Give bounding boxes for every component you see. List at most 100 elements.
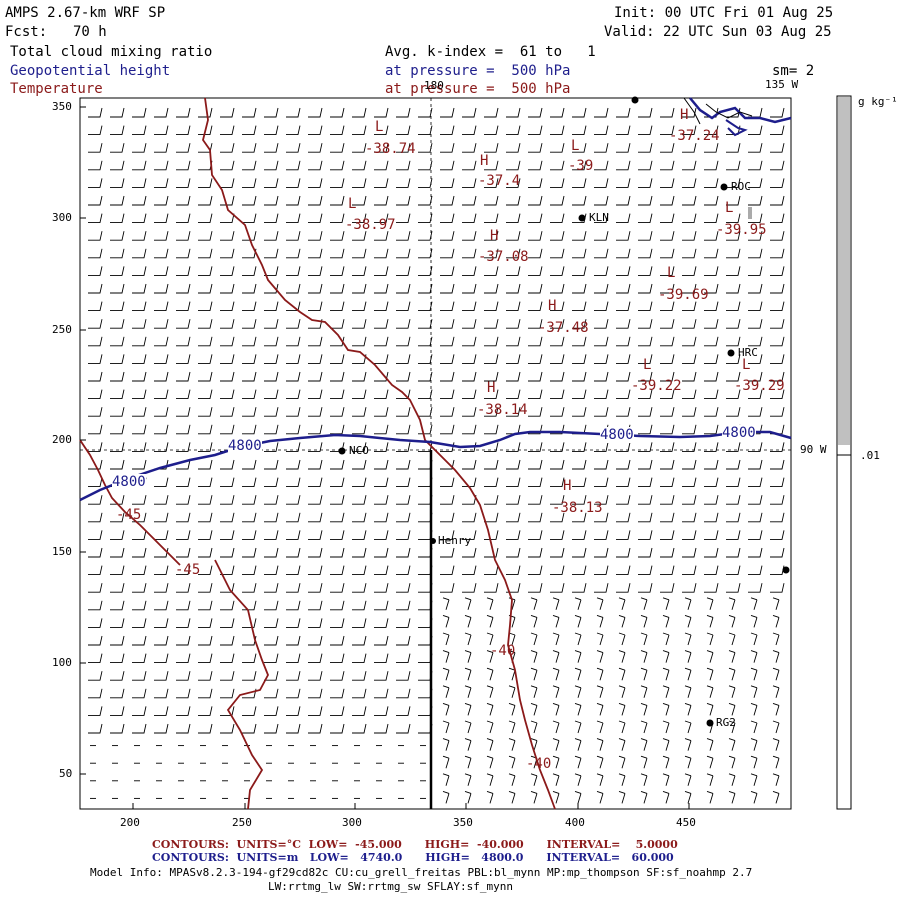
- wind-barb: [352, 389, 367, 400]
- wind-barb: [220, 160, 235, 171]
- wind-barb: [286, 160, 301, 171]
- wind-barb: [396, 442, 411, 452]
- wind-barb: [750, 597, 758, 610]
- wind-barb: [440, 530, 455, 540]
- station-roc-label: ROC: [731, 180, 751, 193]
- wind-barb: [704, 371, 719, 382]
- wind-barb: [352, 336, 367, 347]
- wind-barb: [726, 143, 741, 153]
- wind-barb: [660, 354, 675, 364]
- wind-barb: [660, 442, 675, 452]
- wind-barb: [684, 650, 692, 663]
- wind-barb: [484, 266, 499, 276]
- wind-barb: [308, 547, 323, 558]
- wind-barb: [660, 213, 675, 224]
- wind-barb: [684, 632, 692, 646]
- wind-barb: [594, 266, 609, 276]
- wind-barb: [528, 125, 543, 136]
- wind-barb: [220, 723, 235, 734]
- wind-barb: [132, 583, 147, 593]
- wind-barb: [682, 477, 697, 488]
- wind-barb: [242, 653, 257, 664]
- wind-barb: [726, 248, 741, 259]
- wind-barb: [220, 283, 235, 294]
- wind-barb: [442, 597, 450, 610]
- wind-barb: [242, 671, 257, 681]
- wind-barb: [528, 371, 543, 382]
- wind-barb: [286, 283, 301, 294]
- wind-barb: [110, 125, 125, 136]
- wind-barb: [242, 547, 257, 558]
- wind-barb: [572, 336, 587, 347]
- extremum-type: L: [348, 196, 357, 212]
- wind-barb: [308, 653, 323, 664]
- wind-barb: [110, 547, 125, 558]
- wind-barb: [330, 547, 345, 558]
- wind-barb: [616, 248, 631, 259]
- extremum-type: H: [490, 228, 499, 244]
- wind-barb: [662, 720, 670, 734]
- wind-barb: [374, 407, 389, 417]
- wind-barb: [682, 301, 697, 312]
- wind-barb: [528, 283, 543, 294]
- wind-barb: [352, 512, 367, 523]
- wind-barb: [352, 143, 367, 153]
- wind-barb: [242, 407, 257, 417]
- wind-barb: [88, 266, 103, 276]
- wind-barb: [706, 632, 714, 646]
- wind-barb: [506, 213, 521, 224]
- wind-barb: [330, 301, 345, 312]
- wind-barb: [220, 107, 235, 118]
- wind-barb: [242, 477, 257, 488]
- wind-barb: [748, 495, 763, 505]
- wind-barb: [396, 266, 411, 276]
- wind-barb: [616, 530, 631, 540]
- wind-barb: [264, 565, 279, 576]
- wind-barb: [440, 336, 455, 347]
- wind-barb: [154, 301, 169, 312]
- wind-barb: [396, 618, 411, 628]
- wind-barb: [286, 354, 301, 364]
- wind-barb: [198, 160, 213, 171]
- wind-barb: [528, 442, 543, 452]
- wind-barb: [440, 319, 455, 329]
- wind-barb: [264, 195, 279, 206]
- wind-barb: [154, 671, 169, 681]
- wind-barb: [484, 459, 499, 470]
- wind-barb: [418, 371, 433, 382]
- wind-barb: [484, 547, 499, 558]
- wind-barb: [176, 319, 191, 329]
- wind-barb: [684, 773, 692, 786]
- wind-barb: [550, 248, 565, 259]
- wind-barb: [330, 336, 345, 347]
- wind-barb: [530, 702, 538, 716]
- wind-barb: [110, 512, 125, 523]
- wind-barb: [374, 512, 389, 523]
- wind-barb: [352, 266, 367, 276]
- wind-barb: [638, 530, 653, 540]
- station-east-dot: [782, 566, 790, 574]
- field-height-label: Geopotential height: [10, 63, 171, 79]
- wind-barb: [462, 583, 477, 593]
- wind-barb: [508, 755, 516, 769]
- wind-barb: [682, 195, 697, 206]
- wind-barb: [506, 459, 521, 470]
- wind-barb: [748, 547, 763, 558]
- wind-barb: [154, 213, 169, 224]
- wind-barb: [132, 723, 147, 734]
- extremum-type: L: [725, 200, 734, 216]
- wind-barb: [442, 685, 450, 698]
- wind-barb: [640, 614, 648, 628]
- wind-barb: [550, 143, 565, 153]
- wind-barb: [574, 632, 582, 646]
- wind-barb: [704, 107, 719, 118]
- wind-barb: [594, 195, 609, 206]
- wind-barb: [418, 248, 433, 259]
- wind-barb: [264, 653, 279, 664]
- wind-barb: [638, 160, 653, 171]
- wind-barb: [132, 248, 147, 259]
- wind-barb: [308, 354, 323, 364]
- wind-barb: [726, 583, 741, 593]
- wind-barb: [374, 371, 389, 382]
- wind-barb: [264, 671, 279, 681]
